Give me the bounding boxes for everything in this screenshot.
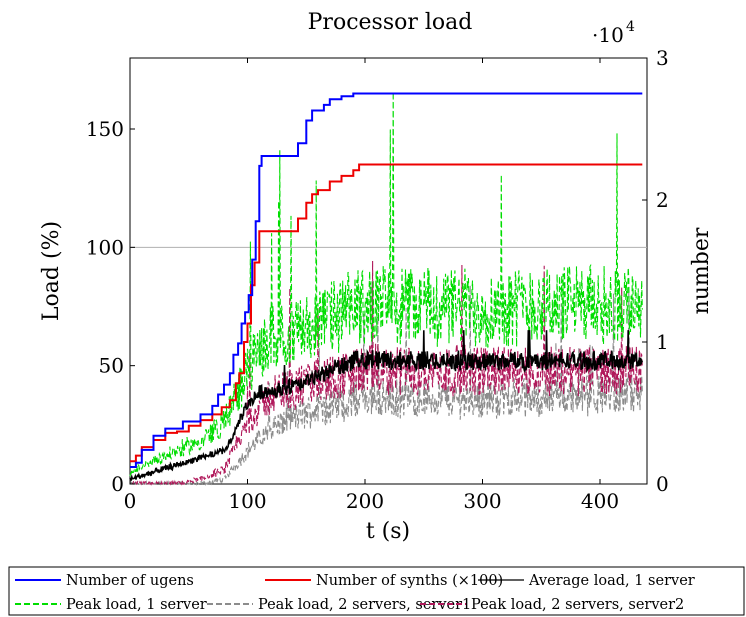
legend-label: Peak load, 2 servers, server1 (258, 597, 471, 613)
x-tick-label: 200 (346, 489, 384, 513)
series-line-average-load-1-server (129, 330, 644, 481)
series-line-peak-load-2-servers-server2 (130, 260, 643, 486)
right-scale-label: ·10 (592, 23, 624, 47)
legend-label: Number of synths (×100) (316, 573, 503, 589)
x-tick-label: 300 (463, 489, 501, 513)
y-axis-left-label: Load (%) (39, 221, 64, 321)
y-left-tick-label: 0 (111, 472, 124, 496)
x-tick-label: 100 (228, 489, 266, 513)
y-right-tick-label: 1 (656, 330, 669, 354)
series-line-peak-load-2-servers-server1 (129, 284, 643, 487)
y-left-tick-label: 50 (99, 354, 124, 378)
legend-box (8, 566, 745, 616)
ticks-layer: 0 100 200 300 400 0 50 100 150 0 1 2 3 (86, 46, 669, 513)
right-scale-factor: ·10 4 (592, 19, 635, 47)
y-left-tick-label: 100 (86, 235, 124, 259)
legend-label: Number of ugens (66, 573, 194, 589)
legend-label: Peak load, 2 servers, server2 (471, 597, 684, 613)
series-line-number-of-synths-100 (130, 163, 643, 463)
y-right-tick-label: 0 (656, 472, 669, 496)
y-left-tick-label: 150 (86, 117, 124, 141)
y-axis-right-label: number (689, 227, 714, 314)
series-layer (129, 91, 644, 487)
right-scale-exponent: 4 (626, 19, 635, 35)
plot-frame (129, 57, 648, 485)
y-right-tick-label: 2 (656, 188, 669, 212)
chart-title: Processor load (308, 10, 473, 35)
legend-label: Peak load, 1 server (66, 597, 207, 613)
series-line-number-of-ugens (130, 92, 643, 468)
y-right-tick-label: 3 (656, 46, 669, 70)
x-axis-label: t (s) (366, 519, 410, 544)
legend-label: Average load, 1 server (528, 573, 695, 589)
x-tick-label: 400 (581, 489, 619, 513)
series-line-peak-load-1-server (129, 91, 643, 477)
x-tick-label: 0 (124, 489, 137, 513)
legend: Number of ugens Number of synths (×100) Av… (8, 566, 745, 616)
